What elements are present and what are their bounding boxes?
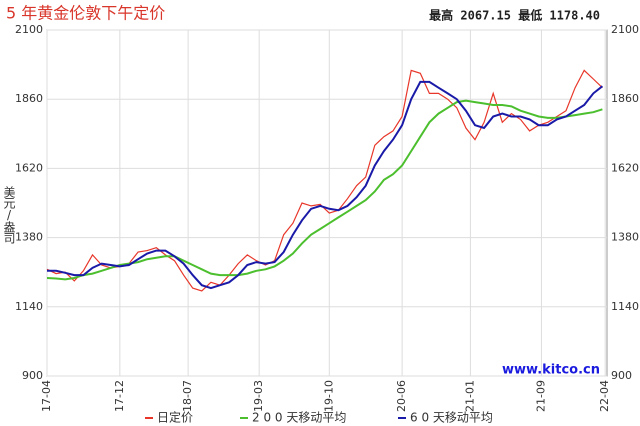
y2-tick-label: 900 [611, 369, 632, 382]
y2-tick-label: 2100 [611, 23, 639, 36]
y2-tick-label: 1140 [611, 300, 639, 313]
legend-label: 6 0 天移动平均 [410, 411, 493, 425]
y2-tick-label: 1380 [611, 231, 639, 244]
y2-tick-label: 1620 [611, 161, 639, 174]
x-tick-label: 19-10 [322, 380, 335, 412]
series-line [47, 80, 604, 290]
y-tick-label: 1860 [15, 92, 43, 105]
y2-tick-label: 1860 [611, 92, 639, 105]
chart-title: 5 年黄金伦敦下午定价 [6, 4, 165, 23]
x-tick-label: 20-06 [395, 380, 408, 412]
legend-label: 日定价 [157, 410, 193, 425]
y-tick-label: 1620 [15, 161, 43, 174]
stats: 最高 2067.15 最低 1178.40 [429, 8, 600, 23]
x-tick-label: 17-04 [40, 380, 53, 412]
x-tick-label: 19-03 [252, 380, 265, 412]
series-line [46, 99, 603, 281]
y-tick-label: 900 [22, 369, 43, 382]
x-tick-label: 17-12 [113, 380, 126, 412]
x-tick-label: 22-04 [598, 380, 611, 412]
watermark: www.kitco.cn [502, 363, 600, 378]
x-tick-label: 21-01 [463, 380, 476, 412]
x-tick-label: 21-09 [534, 380, 547, 412]
legend-label: 2 0 0 天移动平均 [252, 411, 346, 425]
y-axis-label: 美元/盎司 [2, 186, 16, 243]
x-tick-label: 18-07 [181, 380, 194, 412]
y-tick-label: 1140 [15, 300, 43, 313]
series-line [46, 69, 603, 292]
y-tick-label: 2100 [15, 23, 43, 36]
plot-frame [46, 29, 608, 377]
y-tick-label: 1380 [15, 231, 43, 244]
